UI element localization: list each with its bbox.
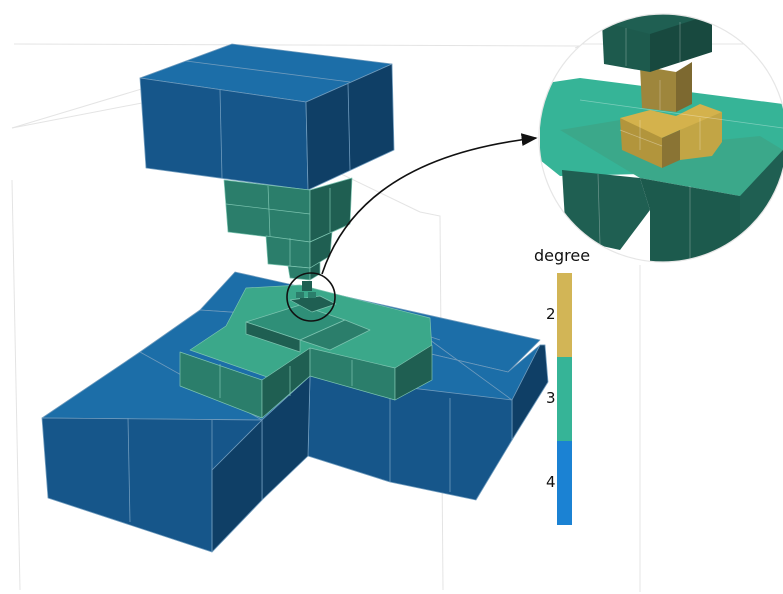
focus-detail <box>296 281 316 304</box>
zoom-gold-front-left <box>620 118 662 168</box>
refinement-layer-degree-3 <box>179 284 433 419</box>
legend-swatch-4 <box>557 441 572 525</box>
legend-label-4: 4 <box>546 473 556 491</box>
teal-step-front <box>245 321 301 353</box>
legend-label-2: 2 <box>546 305 556 323</box>
zoom-inset <box>538 13 783 263</box>
zoom-gold-stem-right <box>676 62 692 112</box>
teal-step-2 <box>299 319 371 351</box>
legend-title: degree <box>534 246 590 265</box>
stem-upper-front <box>223 179 311 243</box>
teal-right-side <box>394 344 433 401</box>
zoom-arrow <box>321 133 538 275</box>
zoom-cap-front <box>602 22 650 72</box>
stem-upper-right <box>309 177 353 243</box>
top-block <box>139 43 395 191</box>
zoom-inset-border <box>538 13 783 263</box>
base-right-face <box>511 344 549 441</box>
stem-degree-3 <box>223 177 353 281</box>
stem-mid-front <box>265 235 311 269</box>
top-block-right <box>305 63 395 191</box>
stem-mid-right <box>309 231 333 269</box>
zoom-cap-right <box>650 14 712 72</box>
zoom-gold-stem-front <box>640 66 676 112</box>
focus-circle <box>286 272 336 322</box>
legend-swatch-2 <box>557 273 572 357</box>
zoom-lower-left <box>562 170 650 250</box>
legend-label-3: 3 <box>546 389 556 407</box>
bounding-box-grid <box>11 39 641 592</box>
zoom-gold-right-arm <box>680 112 722 160</box>
zoom-gold-front-right <box>662 130 680 168</box>
legend-swatch-3 <box>557 357 572 441</box>
zoom-lower-center <box>640 178 740 262</box>
degree-legend: degree 2 3 4 <box>534 246 590 525</box>
zoom-gold-top <box>620 104 722 138</box>
